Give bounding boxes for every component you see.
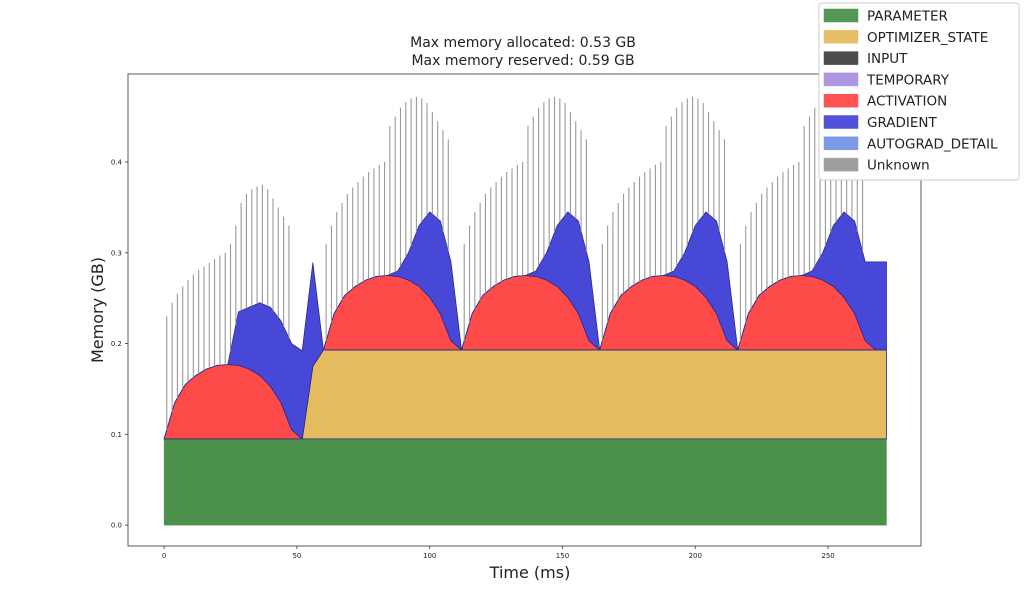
legend-label-unknown: Unknown bbox=[867, 158, 930, 174]
legend-label-gradient: GRADIENT bbox=[867, 115, 938, 131]
legend-swatch-temporary bbox=[823, 72, 859, 87]
y-tick-label: 0.1 bbox=[111, 431, 122, 439]
x-tick-label: 0 bbox=[162, 552, 166, 560]
legend-label-activation: ACTIVATION bbox=[867, 94, 947, 110]
y-axis-ticks: 0.0 0.1 0.2 0.3 0.4 bbox=[111, 159, 128, 530]
legend-swatch-parameter bbox=[823, 8, 859, 23]
area-parameter bbox=[163, 438, 887, 526]
chart-title-line-1: Max memory allocated: 0.53 GB bbox=[410, 35, 636, 51]
legend-box bbox=[818, 2, 1020, 181]
legend-label-input: INPUT bbox=[867, 51, 908, 67]
legend-swatch-optimizer-state bbox=[823, 30, 859, 44]
area-gradient bbox=[163, 211, 887, 440]
stacked-areas bbox=[163, 211, 887, 526]
x-tick-label: 150 bbox=[556, 552, 569, 560]
legend-label-temporary: TEMPORARY bbox=[866, 72, 950, 88]
chart-title-line-2: Max memory reserved: 0.59 GB bbox=[411, 53, 634, 69]
y-tick-label: 0.2 bbox=[111, 340, 122, 348]
x-tick-label: 50 bbox=[292, 552, 301, 560]
y-tick-label: 0.0 bbox=[111, 522, 122, 530]
x-tick-label: 250 bbox=[821, 552, 834, 560]
legend-swatch-autograd-detail bbox=[823, 136, 859, 151]
legend-label-autograd-detail: AUTOGRAD_DETAIL bbox=[867, 136, 998, 152]
legend-swatch-activation bbox=[823, 93, 859, 108]
y-tick-label: 0.4 bbox=[111, 159, 123, 167]
legend-label-parameter: PARAMETER bbox=[867, 9, 948, 25]
x-axis-ticks: 0 50 100 150 200 250 bbox=[162, 546, 835, 560]
x-axis-label: Time (ms) bbox=[489, 563, 571, 582]
legend-swatch-gradient bbox=[823, 115, 859, 129]
x-tick-label: 200 bbox=[689, 552, 702, 560]
legend-label-optimizer-state: OPTIMIZER_STATE bbox=[867, 30, 988, 46]
legend: PARAMETER OPTIMIZER_STATE INPUT TEMPORARY AC… bbox=[818, 2, 1020, 181]
legend-swatch-unknown bbox=[823, 157, 859, 172]
y-axis-label: Memory (GB) bbox=[88, 257, 107, 363]
plot-frame bbox=[127, 73, 922, 547]
y-tick-label: 0.3 bbox=[111, 249, 122, 257]
legend-swatch-input bbox=[823, 51, 859, 65]
x-tick-label: 100 bbox=[423, 552, 436, 560]
